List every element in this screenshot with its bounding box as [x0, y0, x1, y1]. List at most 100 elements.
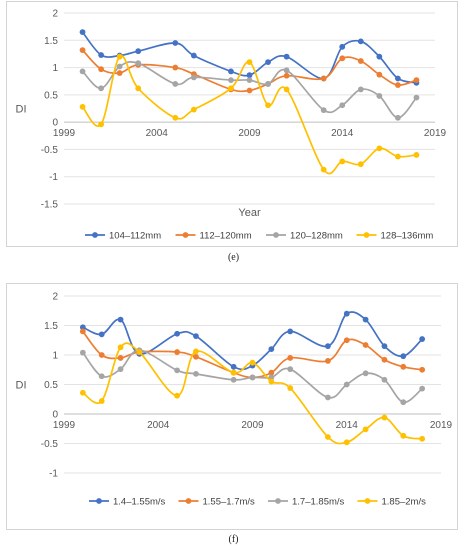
y-tick-label: 1.5	[44, 36, 58, 47]
legend-marker	[273, 232, 279, 238]
data-point	[193, 353, 199, 360]
series-line	[82, 311, 423, 371]
data-point	[320, 166, 327, 173]
data-point	[228, 68, 234, 75]
x-tick-label: 2009	[241, 420, 264, 431]
legend-marker	[182, 232, 189, 238]
data-point	[343, 310, 350, 317]
data-point	[400, 363, 407, 370]
data-point	[79, 349, 86, 356]
data-point	[362, 426, 369, 433]
data-point	[395, 82, 401, 88]
y-tick-label: -1.5	[41, 200, 59, 211]
data-point	[116, 53, 123, 60]
legend-marker	[275, 498, 281, 504]
data-point	[174, 367, 181, 374]
data-point	[135, 48, 142, 55]
y-tick-label: 0	[52, 410, 58, 421]
data-point	[117, 355, 124, 361]
y-tick-label: -1	[49, 172, 58, 183]
legend-marker	[185, 498, 192, 504]
data-point	[376, 145, 383, 152]
data-point	[413, 151, 420, 158]
data-point	[339, 102, 346, 109]
data-point	[246, 87, 253, 94]
data-point	[117, 366, 124, 373]
data-point	[362, 316, 369, 323]
data-point	[357, 38, 364, 45]
data-point	[172, 64, 179, 71]
y-tick-label: 2	[52, 9, 58, 20]
data-point	[268, 369, 275, 376]
data-point	[395, 75, 401, 82]
legend-label: 104–112mm	[109, 231, 161, 242]
data-point	[362, 370, 369, 377]
data-point	[190, 52, 197, 59]
x-tick-label: 2004	[147, 420, 170, 431]
y-tick-label: 1.5	[44, 321, 58, 332]
data-point	[381, 356, 388, 363]
data-point	[98, 352, 105, 358]
data-point	[79, 29, 86, 35]
data-point	[98, 85, 104, 92]
data-point	[320, 75, 327, 82]
data-point	[268, 346, 275, 352]
legend-marker	[96, 498, 102, 504]
chart-panel-e: -1.5 -1 -0.5 0 0.5 1 1.5 2 1999 2004 2009 2014 2019 D…	[6, 1, 458, 247]
data-point	[381, 414, 388, 421]
data-point	[343, 381, 350, 388]
data-point	[193, 370, 199, 377]
data-point	[362, 342, 369, 348]
data-point	[325, 343, 331, 350]
data-point	[246, 72, 253, 79]
legend-marker	[363, 232, 370, 238]
data-point	[283, 53, 290, 60]
data-point	[413, 94, 420, 101]
y-tick-label: 1	[52, 351, 58, 362]
x-tick-label: 2009	[238, 128, 261, 139]
data-point	[98, 373, 105, 380]
data-point	[381, 343, 388, 350]
data-point	[287, 328, 294, 335]
data-point	[135, 85, 142, 92]
y-tick-label: 2	[52, 292, 58, 303]
legend-label: 1.7–1.85m/s	[292, 497, 345, 508]
data-point	[287, 385, 294, 391]
y-tick-label: -0.5	[41, 439, 59, 450]
data-point	[419, 336, 426, 342]
data-point	[283, 72, 290, 79]
data-point	[79, 328, 86, 335]
data-point	[395, 114, 401, 121]
data-point	[190, 106, 197, 113]
data-point	[193, 333, 199, 340]
data-point	[249, 374, 256, 381]
y-tick-label: -0.5	[41, 145, 59, 156]
data-point	[174, 330, 181, 337]
data-point	[249, 359, 256, 366]
data-point	[357, 86, 364, 93]
data-point	[230, 376, 237, 383]
data-point	[172, 81, 179, 87]
legend-label: 1.55–1.7m/s	[203, 497, 256, 508]
data-point	[357, 161, 364, 168]
chart-panel-f: -1 -0.5 0 0.5 1 1.5 2 1999 2004 2009 2014 2019 DI 1.4…	[6, 283, 458, 530]
data-point	[117, 316, 124, 323]
data-point	[228, 85, 234, 92]
data-point	[339, 43, 346, 50]
data-point	[79, 324, 86, 331]
data-point	[287, 355, 294, 361]
legend-marker	[92, 232, 98, 238]
legend-label: 112–120mm	[200, 231, 252, 242]
data-point	[193, 348, 199, 355]
data-point	[117, 344, 124, 351]
legend-label: 1.85–2m/s	[382, 497, 427, 508]
data-point	[395, 153, 401, 160]
data-point	[283, 86, 290, 93]
y-tick-label: 1	[52, 63, 58, 74]
data-point	[79, 389, 86, 396]
data-point	[265, 102, 271, 109]
data-point	[136, 349, 143, 355]
series-line	[82, 349, 423, 404]
legend-label: 120–128mm	[290, 231, 343, 242]
chart-f: -1 -0.5 0 0.5 1 1.5 2 1999 2004 2009 2014 2019 DI 1.4…	[16, 292, 453, 508]
